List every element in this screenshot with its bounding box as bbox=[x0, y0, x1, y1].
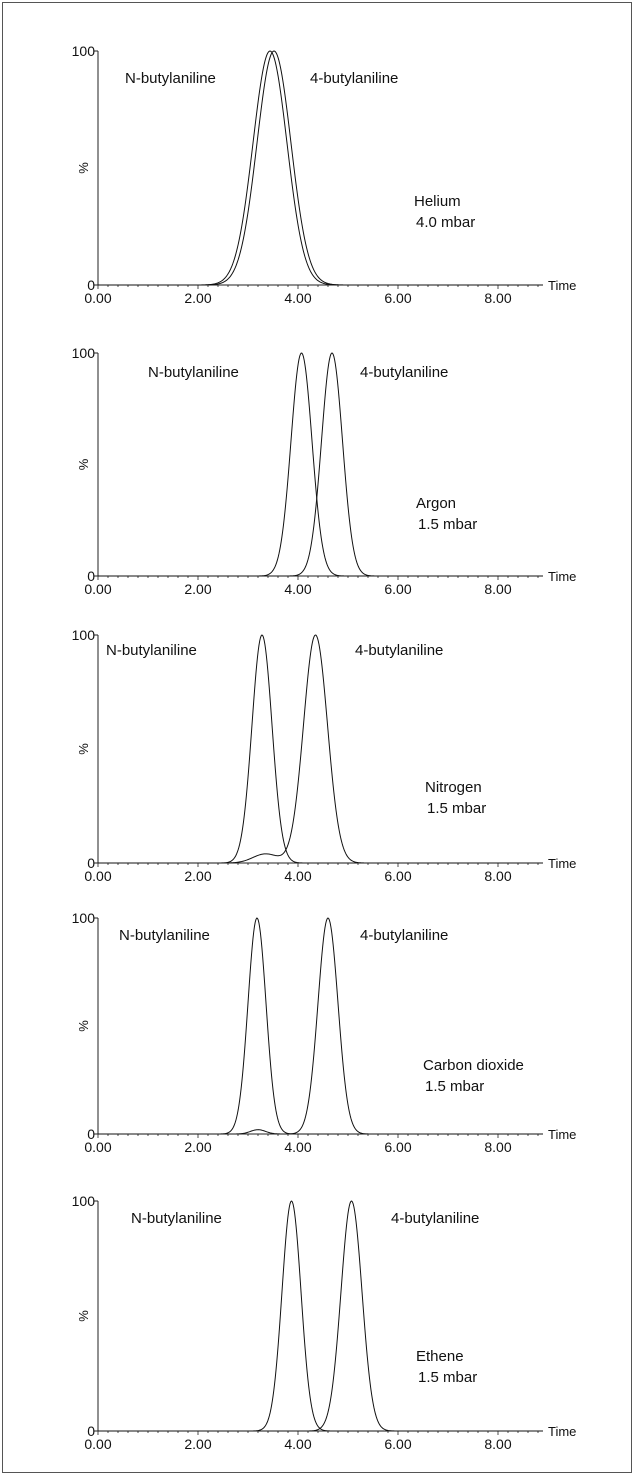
y-tick-label: 0 bbox=[87, 277, 95, 293]
pressure-label: 1.5 mbar bbox=[418, 1369, 477, 1386]
x-tick-label: 2.00 bbox=[184, 1436, 211, 1452]
x-tick-label: 8.00 bbox=[484, 290, 511, 306]
x-tick-label: 2.00 bbox=[184, 581, 211, 597]
y-axis-label: % bbox=[76, 1310, 91, 1322]
x-axis-label: Time bbox=[548, 278, 576, 293]
x-tick-label: 6.00 bbox=[384, 581, 411, 597]
series-line-4-butylaniline bbox=[98, 352, 543, 577]
chart-panel-argon: 0 100% 0.00 2.00 4.00 6.00 8.00 Time N-butylanil… bbox=[72, 345, 577, 597]
x-axis-label: Time bbox=[548, 856, 576, 871]
series-label: 4-butylaniline bbox=[355, 642, 443, 659]
series-line-4-butylaniline bbox=[98, 634, 543, 864]
x-tick-label: 4.00 bbox=[284, 868, 311, 884]
y-tick-label: 100 bbox=[72, 1193, 96, 1209]
y-tick-label: 0 bbox=[87, 855, 95, 871]
y-axis-label: % bbox=[76, 743, 91, 755]
x-tick-label: 0.00 bbox=[84, 868, 111, 884]
chromatogram-figure: 0 100% 0.00 2.00 4.00 6.00 8.00 Time N-butylanil… bbox=[72, 43, 577, 1452]
series-label: 4-butylaniline bbox=[391, 1210, 479, 1227]
x-tick-label: 6.00 bbox=[384, 1139, 411, 1155]
y-tick-label: 0 bbox=[87, 1423, 95, 1439]
x-tick-label: 6.00 bbox=[384, 1436, 411, 1452]
gas-name-label: Carbon dioxide bbox=[423, 1057, 524, 1074]
series-label: 4-butylaniline bbox=[310, 70, 398, 87]
gas-name-label: Helium bbox=[414, 193, 461, 210]
series-label: N-butylaniline bbox=[148, 364, 239, 381]
x-axis-label: Time bbox=[548, 1127, 576, 1142]
chart-panel-ethene: 0 100% 0.00 2.00 4.00 6.00 8.00 Time N-butylanil… bbox=[72, 1193, 577, 1452]
y-axis-label: % bbox=[76, 162, 91, 174]
series-label: 4-butylaniline bbox=[360, 364, 448, 381]
y-axis-label: % bbox=[76, 1020, 91, 1032]
pressure-label: 4.0 mbar bbox=[416, 214, 475, 231]
series-line-n-butylaniline bbox=[98, 352, 543, 577]
series-line-4-butylaniline bbox=[98, 50, 543, 286]
x-axis-label: Time bbox=[548, 569, 576, 584]
x-tick-label: 2.00 bbox=[184, 1139, 211, 1155]
chart-panel-helium: 0 100% 0.00 2.00 4.00 6.00 8.00 Time N-butylanil… bbox=[72, 43, 577, 306]
series-line-4-butylaniline bbox=[98, 1200, 543, 1432]
y-tick-label: 0 bbox=[87, 568, 95, 584]
series-line-n-butylaniline bbox=[98, 917, 543, 1135]
x-tick-label: 8.00 bbox=[484, 868, 511, 884]
chart-panel-carbon-dioxide: 0 100% 0.00 2.00 4.00 6.00 8.00 Time N-butylanil… bbox=[72, 910, 577, 1155]
y-tick-label: 100 bbox=[72, 627, 96, 643]
series-line-n-butylaniline bbox=[98, 634, 543, 864]
series-label: N-butylaniline bbox=[119, 927, 210, 944]
x-tick-label: 4.00 bbox=[284, 1139, 311, 1155]
x-tick-label: 8.00 bbox=[484, 1436, 511, 1452]
pressure-label: 1.5 mbar bbox=[418, 516, 477, 533]
y-tick-label: 100 bbox=[72, 910, 96, 926]
series-label: N-butylaniline bbox=[106, 642, 197, 659]
x-tick-label: 4.00 bbox=[284, 581, 311, 597]
x-tick-label: 0.00 bbox=[84, 290, 111, 306]
x-tick-label: 0.00 bbox=[84, 1139, 111, 1155]
gas-name-label: Argon bbox=[416, 495, 456, 512]
y-axis-label: % bbox=[76, 458, 91, 470]
chart-panel-nitrogen: 0 100% 0.00 2.00 4.00 6.00 8.00 Time N-butylanil… bbox=[72, 627, 577, 884]
series-line-n-butylaniline bbox=[98, 1200, 543, 1432]
y-tick-label: 0 bbox=[87, 1126, 95, 1142]
gas-name-label: Nitrogen bbox=[425, 779, 482, 796]
pressure-label: 1.5 mbar bbox=[427, 800, 486, 817]
x-tick-label: 4.00 bbox=[284, 290, 311, 306]
x-tick-label: 6.00 bbox=[384, 868, 411, 884]
series-label: N-butylaniline bbox=[125, 70, 216, 87]
x-tick-label: 2.00 bbox=[184, 290, 211, 306]
pressure-label: 1.5 mbar bbox=[425, 1078, 484, 1095]
y-tick-label: 100 bbox=[72, 345, 96, 361]
series-label: N-butylaniline bbox=[131, 1210, 222, 1227]
x-tick-label: 4.00 bbox=[284, 1436, 311, 1452]
y-tick-label: 100 bbox=[72, 43, 96, 59]
x-tick-label: 8.00 bbox=[484, 1139, 511, 1155]
x-tick-label: 2.00 bbox=[184, 868, 211, 884]
series-label: 4-butylaniline bbox=[360, 927, 448, 944]
x-axis-label: Time bbox=[548, 1424, 576, 1439]
gas-name-label: Ethene bbox=[416, 1348, 464, 1365]
x-tick-label: 8.00 bbox=[484, 581, 511, 597]
series-line-4-butylaniline bbox=[98, 917, 543, 1135]
x-tick-label: 6.00 bbox=[384, 290, 411, 306]
x-tick-label: 0.00 bbox=[84, 1436, 111, 1452]
x-tick-label: 0.00 bbox=[84, 581, 111, 597]
